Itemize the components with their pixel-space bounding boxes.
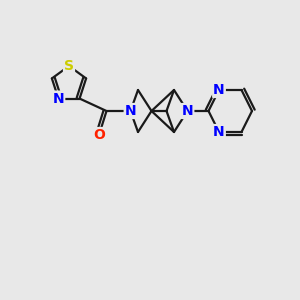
Text: N: N <box>213 125 225 139</box>
Text: O: O <box>93 128 105 142</box>
Text: N: N <box>125 104 136 118</box>
Text: N: N <box>213 83 225 97</box>
Text: N: N <box>52 92 64 106</box>
Text: S: S <box>64 59 74 73</box>
Text: N: N <box>182 104 193 118</box>
